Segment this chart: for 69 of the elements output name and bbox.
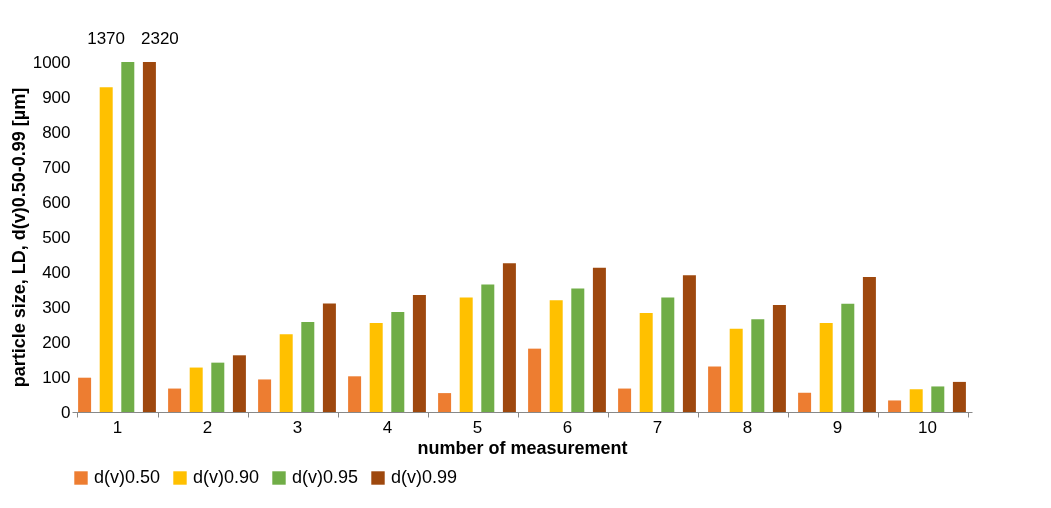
bar [798,392,812,412]
x-tick-label: 4 [382,417,393,437]
bar [232,355,246,412]
bar [888,400,902,412]
bar [481,284,495,412]
bar [772,304,786,412]
annotation: 1370 [87,29,125,48]
bar [549,300,563,412]
bar [279,334,293,412]
y-tick-label: 500 [42,227,71,247]
bar [682,275,696,412]
bar [571,288,585,412]
bar [618,388,632,412]
y-tick-label: 800 [42,122,71,142]
y-tick-label: 1000 [32,52,71,72]
bar [301,322,315,412]
x-tick-label: 2 [202,417,213,437]
annotation: 2320 [141,29,179,48]
bar [322,303,336,412]
bar [639,312,653,412]
legend-label: d(v)0.50 [94,467,161,487]
bar [459,297,473,412]
bar [168,388,182,412]
bar [502,263,516,412]
x-tick-label: 8 [742,417,753,437]
legend-label: d(v)0.90 [193,467,260,487]
bar [412,295,426,412]
bar [121,62,135,412]
bar [258,379,272,412]
bar [909,389,923,412]
bar [862,276,876,412]
bar [592,267,606,412]
bar [819,323,833,412]
bar [99,87,113,412]
legend-label: d(v)0.95 [292,467,359,487]
bar [78,377,92,412]
y-tick-label: 400 [42,262,71,282]
y-tick-label: 900 [42,87,71,107]
bar [528,348,542,412]
y-axis-title: particle size, LD, d(v)0.50-0.99 [µm] [8,87,29,388]
x-axis-title: number of measurement [417,437,628,458]
x-tick-label: 9 [832,417,843,437]
x-tick-label: 7 [652,417,663,437]
x-tick-label: 3 [292,417,303,437]
bar [729,328,743,412]
bar [438,393,452,412]
bar [751,319,765,412]
y-tick-label: 200 [42,332,71,352]
bar [348,376,362,412]
legend-label: d(v)0.99 [391,467,458,487]
bar [211,362,225,412]
bar [189,367,203,412]
bar [841,303,855,412]
x-tick-label: 1 [112,417,123,437]
y-tick-label: 100 [42,367,71,387]
y-tick-label: 700 [42,157,71,177]
y-tick-label: 0 [61,402,71,422]
bar [952,381,966,412]
bar [142,62,156,412]
x-tick-label: 6 [562,417,573,437]
x-tick-label: 10 [918,417,937,437]
bar [391,311,405,412]
x-tick-label: 5 [472,417,483,437]
bar [708,366,722,412]
bar [369,323,383,412]
y-tick-label: 600 [42,192,71,212]
bar [661,297,675,412]
bar [931,386,945,412]
y-tick-label: 300 [42,297,71,317]
